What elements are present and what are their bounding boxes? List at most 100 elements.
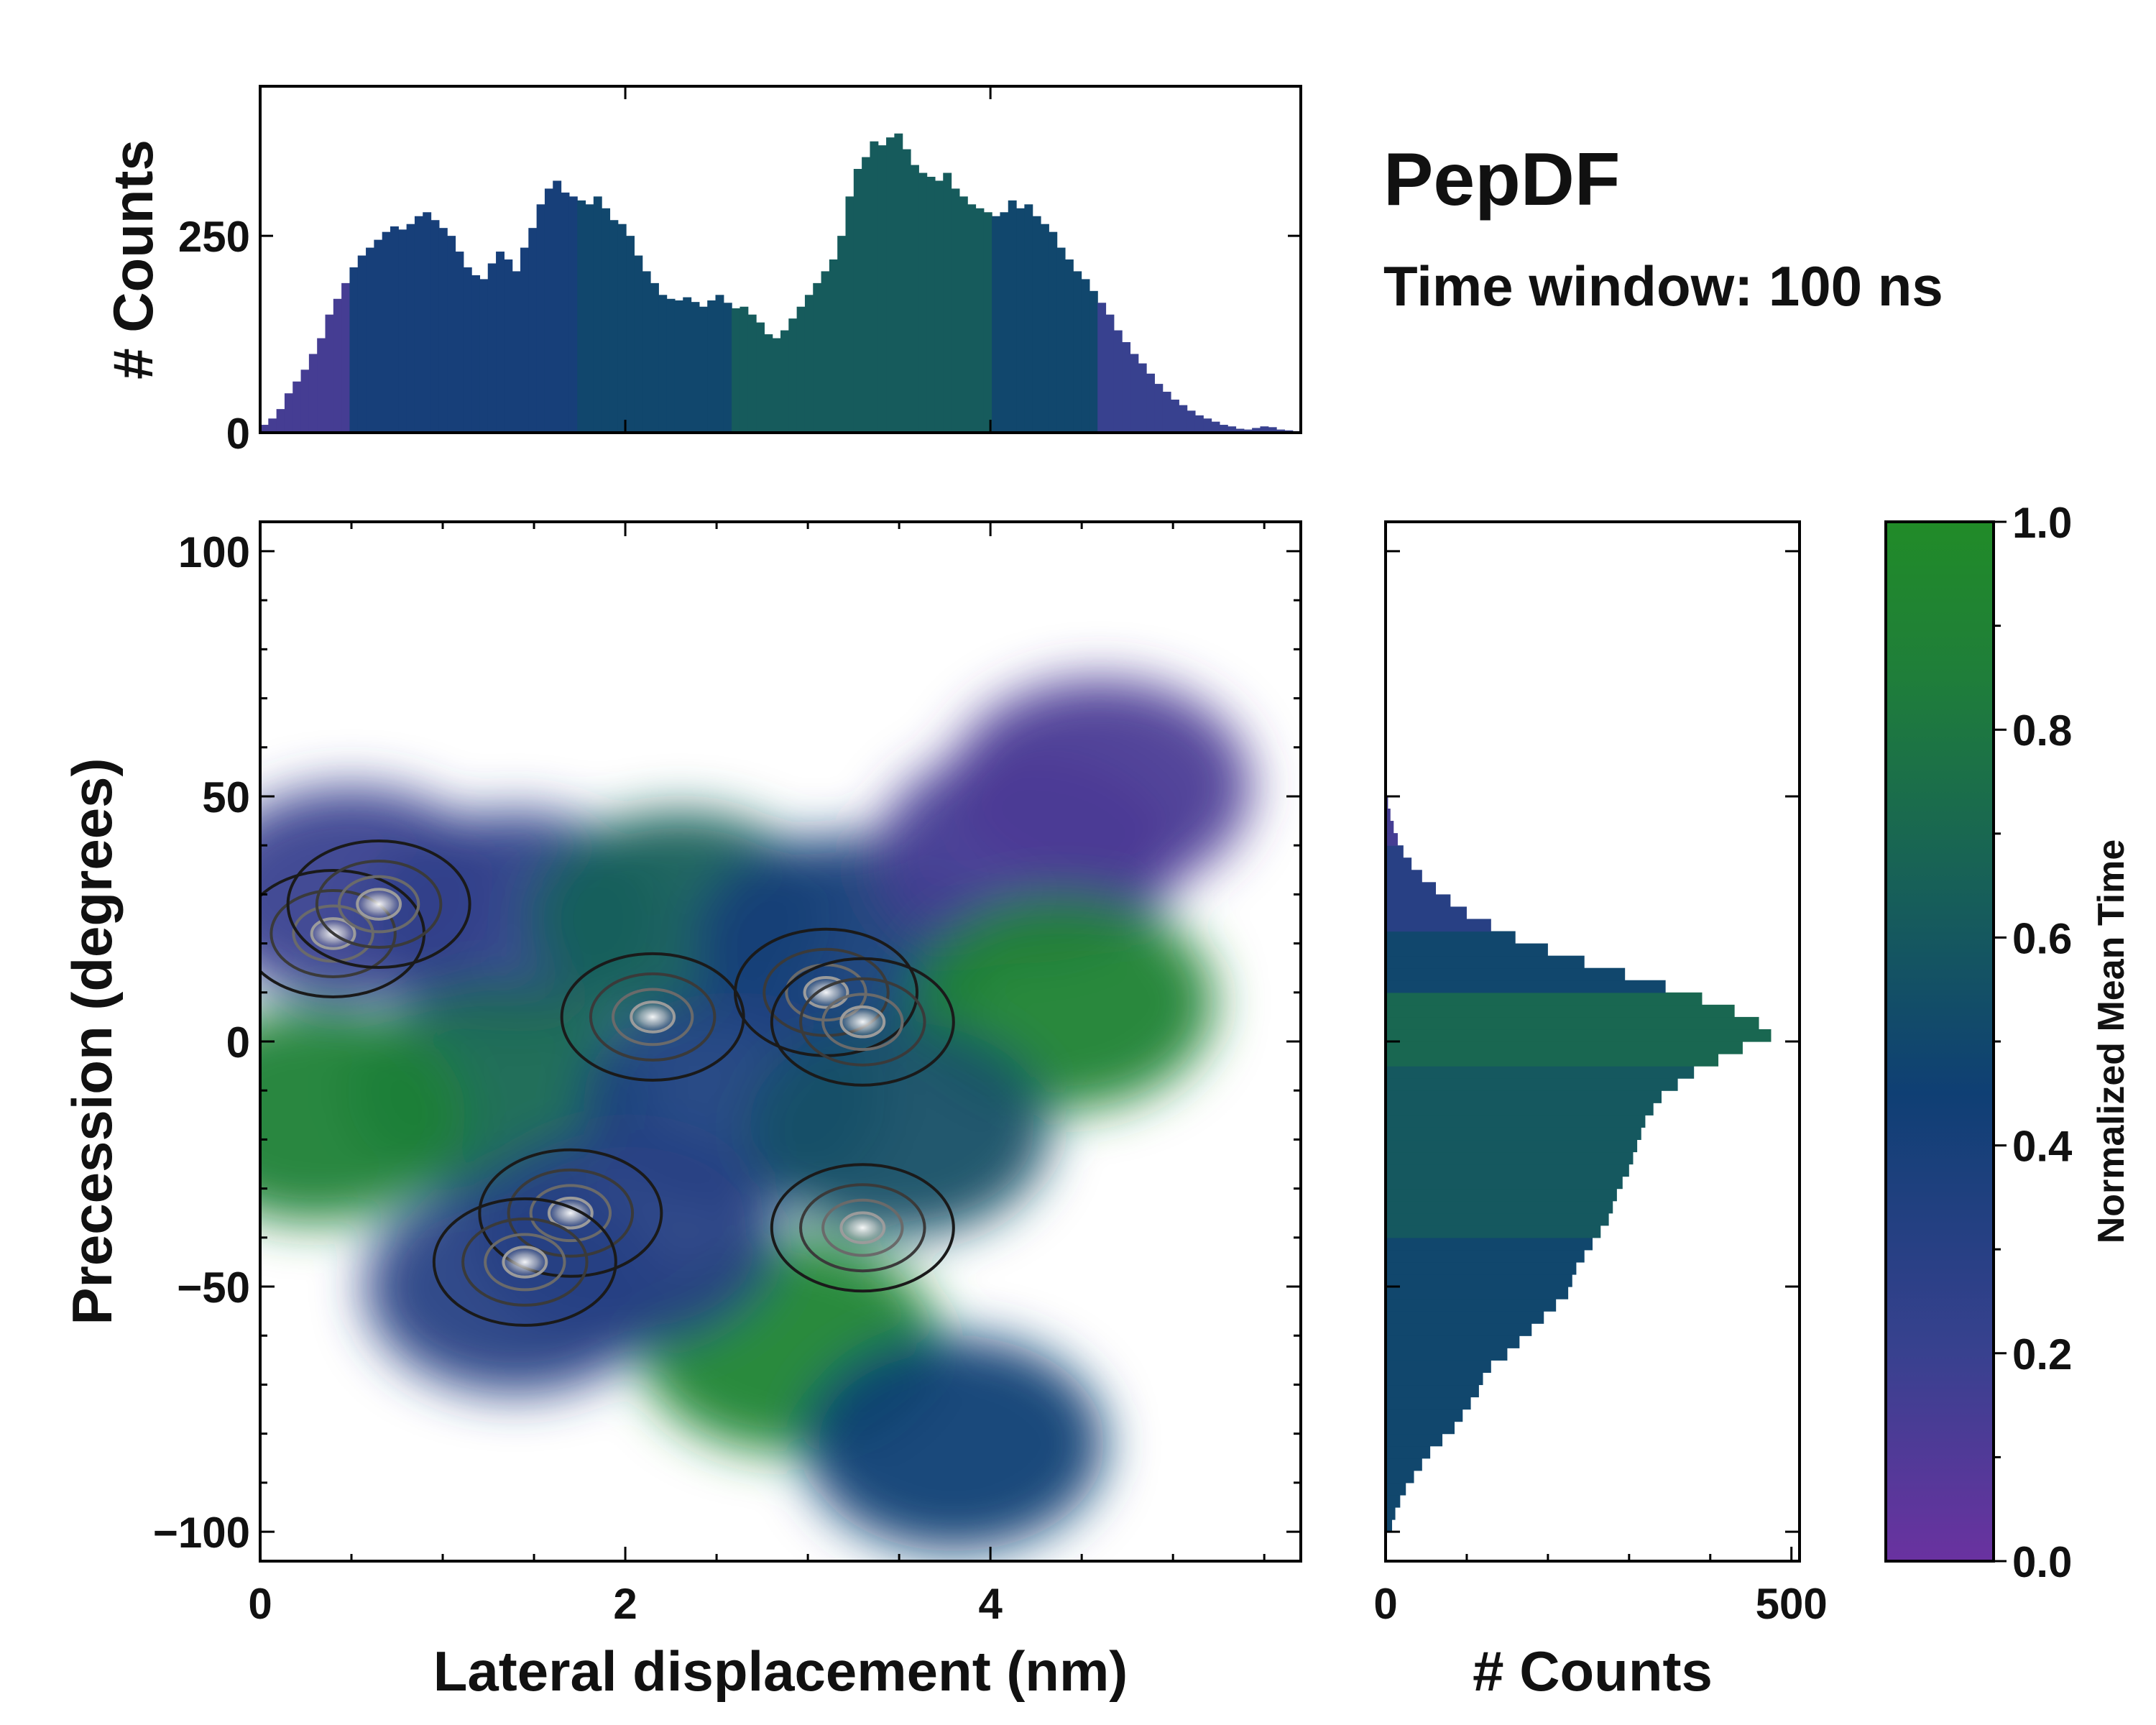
main-xtick-label: 2 <box>613 1580 637 1628</box>
top-histogram-bar <box>967 204 977 433</box>
top-histogram-bar <box>634 255 643 433</box>
right-histogram-bar <box>1386 1506 1396 1520</box>
top-histogram-bar <box>983 212 992 433</box>
right-histogram-bar <box>1386 1139 1638 1153</box>
top-histogram-bar <box>853 169 862 433</box>
density-contour <box>763 947 890 1037</box>
density-peaks <box>260 840 955 1327</box>
top-histogram-bar <box>740 306 749 433</box>
top-histogram-bar <box>732 308 741 433</box>
top-histogram-bar <box>1041 224 1049 433</box>
main-xtick-label: 4 <box>978 1580 1003 1628</box>
right-histogram-bar <box>1386 870 1422 883</box>
main-xtick-label: 0 <box>248 1580 272 1628</box>
top-histogram-bar <box>837 236 847 433</box>
right-histogram-bar <box>1386 980 1666 993</box>
top-histogram-bar <box>536 204 545 433</box>
top-histogram-bar <box>398 229 407 433</box>
right-histogram-bar <box>1386 1470 1414 1484</box>
top-histogram-bar <box>829 259 838 433</box>
top-histogram-bar <box>1146 373 1155 433</box>
top-histogram-bar <box>918 172 928 433</box>
top-histogram-bar <box>438 228 448 433</box>
main-ytick-label: −50 <box>177 1264 250 1312</box>
density-contour <box>611 988 694 1046</box>
top-histogram-bar <box>357 255 367 433</box>
top-histogram-bar <box>366 247 374 433</box>
top-histogram-bar <box>926 176 936 433</box>
top-histogram-bar <box>975 208 985 433</box>
top-histogram-bar <box>471 275 481 433</box>
right-histogram-bar <box>1386 833 1398 846</box>
main-heatmap-ticks: 0 2 4 100 50 0 −50 −100 <box>153 522 1301 1628</box>
top-histogram-bar <box>1227 426 1237 433</box>
top-histogram-bar <box>715 295 724 433</box>
heatmap-fill <box>260 678 1251 1552</box>
right-histogram-bar <box>1386 943 1548 957</box>
top-histogram-bar <box>455 252 464 433</box>
density-contour <box>478 1148 663 1278</box>
top-histogram-bar <box>1122 342 1131 433</box>
top-histogram-bar <box>1235 428 1245 433</box>
top-histogram-bar <box>1000 212 1009 433</box>
top-histogram-bar <box>561 192 570 433</box>
density-contour <box>799 977 926 1067</box>
main-ytick-label: −100 <box>153 1509 250 1557</box>
top-histogram-bar <box>788 318 798 433</box>
density-contour <box>337 875 420 934</box>
top-histogram-bar <box>544 188 553 433</box>
top-histogram-bar <box>1154 384 1164 433</box>
density-peak <box>545 1197 595 1229</box>
heatmap-regions <box>260 678 1251 1552</box>
density-contour <box>432 1197 617 1327</box>
density-contour <box>461 1217 589 1307</box>
top-histogram-bar <box>1203 418 1212 433</box>
right-histogram: 0 500 # Counts <box>1373 520 1828 1703</box>
density-contour <box>770 957 955 1087</box>
right-histogram-bar <box>1386 882 1437 895</box>
right-histogram-bar <box>1386 1335 1520 1348</box>
top-histogram-bar <box>496 252 505 433</box>
top-histogram-bar <box>1252 428 1261 433</box>
right-histogram-bar <box>1386 1397 1471 1410</box>
right-histogram-bar <box>1386 1103 1654 1116</box>
top-histogram-bar <box>666 298 676 433</box>
top-histogram-bar <box>333 298 342 433</box>
top-histogram-bar <box>317 338 326 433</box>
colorbar-gradient <box>1886 522 1994 1561</box>
colorbar-tick-label: 0.8 <box>2012 707 2072 755</box>
density-peak <box>628 1000 678 1033</box>
top-histogram-bar <box>707 300 717 433</box>
main-ylabel: Precession (degrees) <box>60 758 124 1325</box>
chart-subtitle: Time window: 100 ns <box>1383 254 1943 318</box>
right-histogram-bar <box>1386 1090 1662 1103</box>
main-ytick-label: 0 <box>226 1018 250 1067</box>
top-histogram-bar <box>406 224 415 433</box>
right-histogram-bar <box>1386 821 1394 834</box>
top-histogram-bar <box>683 297 692 433</box>
right-histogram-bar <box>1386 1078 1678 1091</box>
heatmap-region <box>260 1007 466 1223</box>
top-histogram-bar <box>568 196 578 433</box>
top-histogram-bar <box>796 306 806 433</box>
right-histogram-bar <box>1386 1261 1577 1275</box>
top-histogram-bar <box>1097 303 1107 433</box>
colorbar-ticks: 0.0 0.2 0.4 0.6 0.8 1.0 <box>1994 499 2073 1586</box>
top-histogram-bar <box>862 157 871 433</box>
right-histogram-xtick-label: 0 <box>1373 1580 1397 1628</box>
right-histogram-bar <box>1386 1409 1463 1422</box>
main-xlabel: Lateral displacement (nm) <box>433 1639 1128 1703</box>
top-histogram-bar <box>1064 259 1074 433</box>
top-histogram-bar <box>813 282 822 433</box>
right-histogram-bar <box>1386 1237 1593 1251</box>
top-histogram-bar <box>512 271 521 433</box>
right-histogram-bar <box>1386 1249 1585 1263</box>
density-contour <box>589 972 717 1062</box>
right-histogram-bar <box>1386 1372 1483 1386</box>
top-histogram-bar <box>877 145 887 433</box>
top-histogram-bar <box>674 300 683 433</box>
top-histogram-bar <box>804 295 814 433</box>
main-ytick-label: 50 <box>202 773 250 822</box>
density-contour <box>507 1168 635 1258</box>
density-peak <box>838 1212 888 1244</box>
